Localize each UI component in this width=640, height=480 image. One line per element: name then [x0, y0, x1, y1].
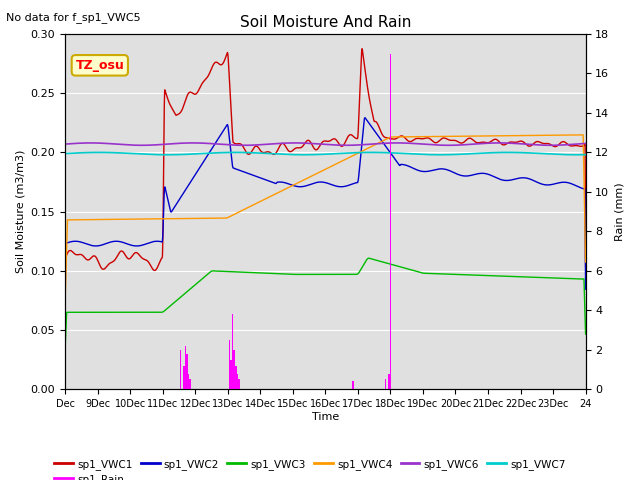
Bar [189, 379, 191, 389]
Title: Soil Moisture And Rain: Soil Moisture And Rain [239, 15, 411, 30]
Bar [188, 373, 189, 389]
Bar [230, 360, 232, 389]
Bar [228, 340, 230, 389]
Bar [180, 350, 181, 389]
Bar [183, 366, 184, 389]
Bar [186, 354, 188, 389]
Bar [237, 373, 238, 389]
Bar [234, 350, 235, 389]
Legend: sp1_Rain: sp1_Rain [50, 470, 128, 480]
Text: No data for f_sp1_VWC5: No data for f_sp1_VWC5 [6, 12, 141, 23]
Bar [232, 314, 234, 389]
Bar [184, 346, 186, 389]
Legend: sp1_VWC1, sp1_VWC2, sp1_VWC3, sp1_VWC4, sp1_VWC6, sp1_VWC7: sp1_VWC1, sp1_VWC2, sp1_VWC3, sp1_VWC4, … [50, 455, 570, 474]
Bar [385, 379, 387, 389]
Bar [388, 373, 390, 389]
Y-axis label: Rain (mm): Rain (mm) [615, 182, 625, 241]
Bar [235, 366, 237, 389]
Bar [352, 382, 354, 389]
Y-axis label: Soil Moisture (m3/m3): Soil Moisture (m3/m3) [15, 150, 25, 273]
Text: TZ_osu: TZ_osu [76, 59, 124, 72]
X-axis label: Time: Time [312, 412, 339, 422]
Bar [390, 54, 391, 389]
Bar [238, 379, 240, 389]
